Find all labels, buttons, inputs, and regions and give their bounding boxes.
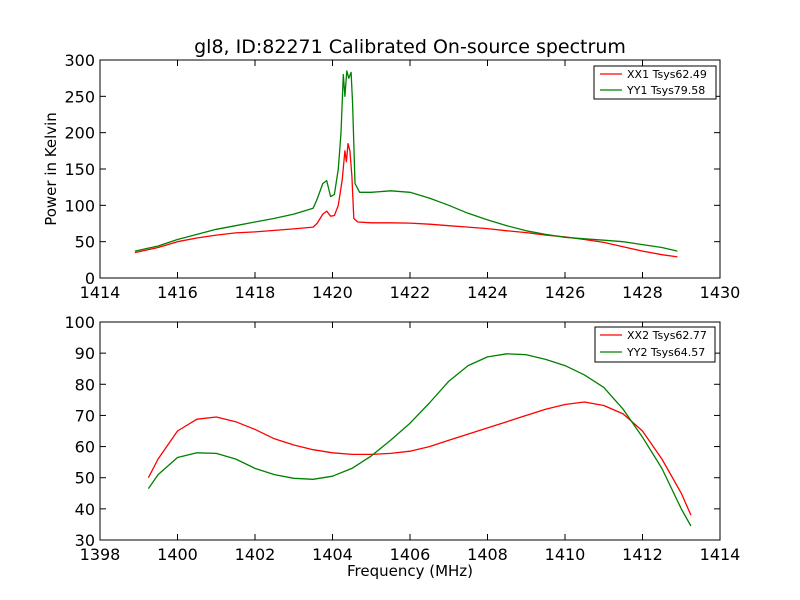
top-y-tick-label: 0 <box>85 269 95 288</box>
bottom-tick-layer: 1398 1400 1402 1404 1406 1408 1410 1412 1414 30 40… <box>64 313 740 564</box>
top-plot-frame <box>99 59 721 279</box>
top-series-layer <box>134 70 678 258</box>
top-y-axis-label: Power in Kelvin <box>42 112 60 226</box>
bottom-x-tick-label: 1406 <box>390 545 431 564</box>
bottom-legend: XX2 Tsys62.77 YY2 Tsys64.57 <box>594 326 716 363</box>
top-legend-label-yy1: YY1 Tsys79.58 <box>626 84 705 97</box>
top-legend-box <box>593 65 717 100</box>
bottom-x-tick-label: 1408 <box>467 545 508 564</box>
bottom-legend-box <box>594 326 716 363</box>
bottom-y-tick-label: 80 <box>75 375 95 394</box>
bottom-y-tick-label: 30 <box>75 531 95 550</box>
top-x-tick-label: 1416 <box>157 283 198 302</box>
bottom-x-tick-label: 1412 <box>622 545 663 564</box>
top-y-tick-label: 300 <box>64 51 95 70</box>
bottom-series-line-2 <box>147 353 692 527</box>
top-y-tick-label: 250 <box>64 87 95 106</box>
top-y-tick-label: 50 <box>75 233 95 252</box>
top-legend-label-xx1: XX1 Tsys62.49 <box>627 68 707 81</box>
bottom-x-tick-label: 1400 <box>157 545 198 564</box>
top-x-tick-label: 1426 <box>545 283 586 302</box>
bottom-y-tick-label: 100 <box>64 313 95 332</box>
bottom-y-tick-label: 40 <box>75 500 95 519</box>
bottom-x-tick-label: 1410 <box>545 545 586 564</box>
bottom-legend-label-xx2: XX2 Tsys62.77 <box>627 329 707 342</box>
bottom-x-tick-label: 1404 <box>312 545 353 564</box>
bottom-x-tick-label: 1414 <box>700 545 741 564</box>
bottom-y-tick-label: 60 <box>75 438 95 457</box>
bottom-plot-frame <box>99 321 721 541</box>
top-series-line-2 <box>134 70 678 252</box>
top-x-tick-label: 1420 <box>312 283 353 302</box>
bottom-series-line-1 <box>147 401 692 516</box>
top-y-tick-label: 150 <box>64 160 95 179</box>
bottom-series-layer <box>147 353 692 527</box>
bottom-y-tick-label: 50 <box>75 469 95 488</box>
top-x-tick-label: 1428 <box>622 283 663 302</box>
bottom-x-tick-label: 1402 <box>235 545 276 564</box>
top-x-tick-label: 1418 <box>235 283 276 302</box>
bottom-x-tick-label: 1398 <box>80 545 121 564</box>
top-legend: XX1 Tsys62.49 YY1 Tsys79.58 <box>593 65 717 100</box>
top-tick-layer: 1414 1416 1418 1420 1422 1424 1426 1428 1430 0 50 1… <box>64 51 740 302</box>
top-y-tick-label: 100 <box>64 196 95 215</box>
bottom-y-tick-label: 70 <box>75 406 95 425</box>
top-x-tick-label: 1414 <box>80 283 121 302</box>
top-x-tick-label: 1430 <box>700 283 741 302</box>
bottom-x-axis-label: Frequency (MHz) <box>347 562 473 580</box>
top-y-tick-label: 200 <box>64 124 95 143</box>
top-x-tick-label: 1424 <box>467 283 508 302</box>
top-panel: gl8, ID:82271 Calibrated On-source spect… <box>42 36 740 302</box>
top-chart-title: gl8, ID:82271 Calibrated On-source spect… <box>194 36 626 58</box>
bottom-panel: Frequency (MHz) 1398 1400 1402 1404 1406 1408… <box>64 313 740 580</box>
top-x-tick-label: 1422 <box>390 283 431 302</box>
bottom-legend-label-yy2: YY2 Tsys64.57 <box>626 346 705 359</box>
bottom-y-tick-label: 90 <box>75 344 95 363</box>
